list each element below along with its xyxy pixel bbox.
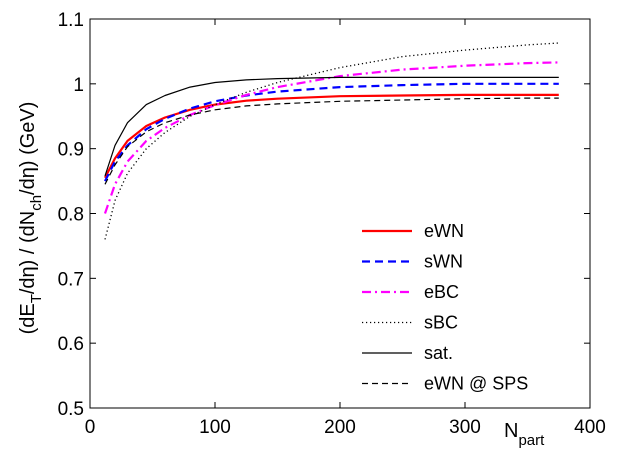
legend-label-3: sBC (424, 313, 458, 333)
legend: eWN sWN eBC sBC sat. eWN @ SPS (362, 221, 528, 394)
x-tick-label: 300 (449, 417, 481, 438)
y-tick-label: 1.1 (58, 10, 84, 31)
series-line-0 (104, 93, 559, 179)
legend-label-0: eWN (424, 221, 464, 241)
x-tick-label: 0 (85, 417, 96, 438)
series-line-1 (104, 82, 559, 182)
legend-label-4: sat. (424, 343, 453, 363)
legend-label-2: eBC (424, 282, 459, 302)
y-tick-label: 0.8 (58, 205, 84, 226)
legend-label-1: sWN (424, 252, 463, 272)
y-tick-label: 1 (73, 75, 84, 96)
y-tick-label: 0.7 (58, 269, 84, 290)
axis-ticks (89, 18, 591, 409)
series-lines (103, 42, 559, 240)
tick-labels: 0 100 200 300 400 0.5 0.6 0.7 0.8 0.9 1 1.1 (58, 10, 606, 438)
series-line-3 (104, 42, 559, 240)
series-line-4 (104, 76, 559, 177)
legend-label-5: eWN @ SPS (424, 374, 528, 394)
series-line-2 (103, 61, 559, 214)
x-axis-label: Npart (504, 420, 545, 449)
y-tick-label: 0.5 (58, 399, 84, 420)
series-line-5 (104, 97, 559, 185)
y-tick-label: 0.9 (58, 140, 84, 161)
y-axis-label: (dET/dη) / (dNch/dη) (GeV) (17, 102, 45, 335)
x-tick-label: 400 (574, 417, 606, 438)
x-tick-label: 100 (199, 417, 231, 438)
x-tick-label: 200 (324, 417, 356, 438)
y-tick-label: 0.6 (58, 334, 84, 355)
